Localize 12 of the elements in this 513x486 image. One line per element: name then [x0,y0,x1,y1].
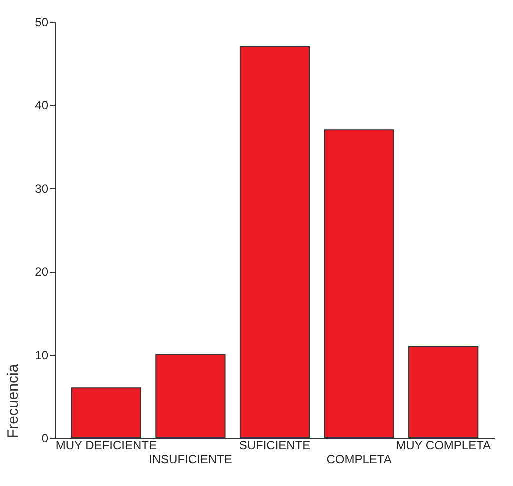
x-tick-label: MUY COMPLETA [396,438,492,452]
y-tick-label: 30 [35,182,49,196]
x-tick-label: INSUFICIENTE [149,452,232,466]
y-tick-label: 10 [35,348,49,362]
y-tick-label: 40 [35,98,49,113]
y-axis-title: Frecuencia [5,364,22,438]
y-tick-label: 20 [35,265,49,280]
x-tick-label: SUFICIENTE [239,438,311,452]
x-tick-label: MUY DEFICIENTE [56,438,157,452]
y-tick-label: 50 [35,16,49,30]
y-tick-label: 0 [42,432,49,446]
x-tick-label: COMPLETA [326,452,392,466]
